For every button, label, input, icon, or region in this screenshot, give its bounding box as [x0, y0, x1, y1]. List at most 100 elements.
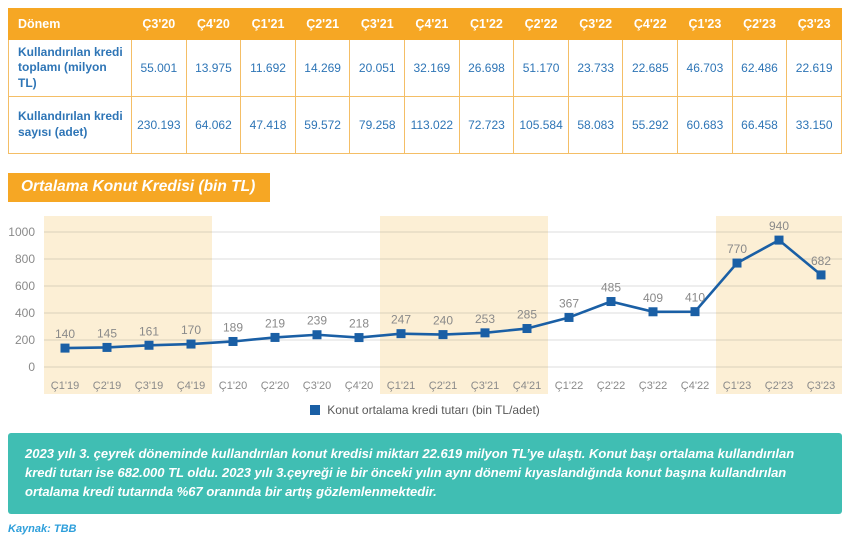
period-header-cell: Ç1'21	[240, 8, 296, 40]
value-cell: 32.169	[404, 39, 460, 97]
data-point-marker	[648, 307, 658, 317]
period-header-cell: Ç4'22	[622, 8, 679, 40]
value-cell: 23.733	[567, 39, 624, 97]
value-cell: 51.170	[513, 39, 569, 97]
data-point-marker	[480, 328, 490, 338]
data-point-marker	[522, 324, 532, 334]
value-cell: 33.150	[786, 96, 842, 154]
data-point-marker	[732, 258, 742, 268]
value-cell: 105.584	[513, 96, 569, 154]
period-header-cell: Ç2'23	[731, 8, 788, 40]
data-label: 409	[643, 291, 663, 305]
value-cell: 46.703	[677, 39, 733, 97]
credit-summary-table: Dönem Ç3'20 Ç4'20 Ç1'21 Ç2'21 Ç3'21 Ç4'21 Ç1'22…	[8, 8, 842, 154]
data-label: 219	[265, 316, 285, 330]
row-label-cell: Kullandırılan kredi sayısı (adet)	[8, 96, 132, 154]
data-label: 940	[769, 219, 789, 233]
x-axis-label: Ç3'20	[303, 380, 331, 392]
data-point-marker	[774, 235, 784, 245]
data-point-marker	[186, 339, 196, 349]
data-label: 285	[517, 308, 537, 322]
period-header-cell: Ç3'22	[567, 8, 624, 40]
x-axis-label: Ç4'19	[177, 380, 205, 392]
data-label: 240	[433, 314, 453, 328]
data-label: 682	[811, 254, 831, 268]
year-band	[380, 216, 548, 394]
period-header-cell: Ç2'22	[513, 8, 569, 40]
data-label: 367	[559, 296, 579, 310]
data-label: 770	[727, 242, 747, 256]
period-header-cell: Ç3'20	[131, 8, 187, 40]
data-label: 145	[97, 326, 117, 340]
x-axis-label: Ç3'21	[471, 380, 499, 392]
value-cell: 22.619	[786, 39, 842, 97]
data-label: 218	[349, 317, 369, 331]
x-axis-label: Ç3'22	[639, 380, 667, 392]
period-column-title: Dönem	[8, 8, 132, 40]
x-axis-label: Ç1'21	[387, 380, 415, 392]
y-axis-label: 0	[28, 360, 35, 374]
chart-legend: Konut ortalama kredi tutarı (bin TL/adet…	[8, 403, 842, 418]
x-axis-label: Ç3'23	[807, 380, 835, 392]
y-axis-label: 600	[15, 279, 35, 293]
x-axis-label: Ç2'19	[93, 380, 121, 392]
data-label: 485	[601, 281, 621, 295]
value-cell: 113.022	[404, 96, 460, 154]
value-cell: 60.683	[677, 96, 733, 154]
data-point-marker	[816, 270, 826, 280]
data-point-marker	[60, 343, 70, 353]
legend-marker-icon	[310, 405, 321, 415]
data-label: 410	[685, 291, 705, 305]
period-header-cell: Ç1'23	[677, 8, 733, 40]
period-header-cell: Ç3'21	[349, 8, 406, 40]
x-axis-label: Ç2'23	[765, 380, 793, 392]
period-header-cell: Ç2'21	[294, 8, 351, 40]
period-header-cell: Ç4'21	[404, 8, 460, 40]
data-point-marker	[102, 342, 112, 352]
x-axis-label: Ç1'22	[555, 380, 583, 392]
value-cell: 58.083	[567, 96, 624, 154]
data-point-marker	[396, 329, 406, 339]
x-axis-label: Ç4'20	[345, 380, 373, 392]
x-axis-label: Ç2'22	[597, 380, 625, 392]
value-cell: 230.193	[131, 96, 187, 154]
table-body: Kullandırılan kredi toplamı (milyon TL) 5…	[8, 39, 842, 154]
period-header-cell: Ç3'23	[786, 8, 842, 40]
x-axis-label: Ç4'21	[513, 380, 541, 392]
value-cell: 22.685	[622, 39, 679, 97]
x-axis-label: Ç1'23	[723, 380, 751, 392]
value-cell: 64.062	[185, 96, 242, 154]
year-band	[716, 216, 842, 394]
data-point-marker	[144, 340, 154, 350]
data-label: 253	[475, 312, 495, 326]
row-label-cell: Kullandırılan kredi toplamı (milyon TL)	[8, 39, 132, 97]
period-header-cell: Ç4'20	[185, 8, 242, 40]
data-point-marker	[438, 330, 448, 340]
y-axis-label: 400	[15, 306, 35, 320]
data-point-marker	[606, 297, 616, 307]
period-header-cell: Ç1'22	[458, 8, 515, 40]
source-note: Kaynak: TBB	[8, 522, 77, 535]
x-axis-label: Ç1'20	[219, 380, 247, 392]
x-axis-label: Ç1'19	[51, 380, 79, 392]
chart-title-badge: Ortalama Konut Kredisi (bin TL)	[8, 173, 271, 202]
table-row: Kullandırılan kredi toplamı (milyon TL) 5…	[8, 39, 842, 97]
data-label: 140	[55, 327, 75, 341]
year-band	[44, 216, 212, 394]
data-point-marker	[354, 333, 364, 343]
legend-label: Konut ortalama kredi tutarı (bin TL/adet…	[327, 403, 540, 417]
data-point-marker	[312, 330, 322, 340]
value-cell: 79.258	[349, 96, 406, 154]
data-label: 239	[307, 314, 327, 328]
x-axis-label: Ç4'22	[681, 380, 709, 392]
summary-text: 2023 yılı 3. çeyrek döneminde kullandırı…	[25, 446, 795, 500]
average-credit-line-chart: 140 145 161 170 189 219 239 218 247 240 253 285 367 4…	[8, 216, 842, 394]
y-axis-label: 200	[15, 333, 35, 347]
value-cell: 55.292	[622, 96, 679, 154]
value-cell: 72.723	[458, 96, 515, 154]
value-cell: 26.698	[458, 39, 515, 97]
data-point-marker	[564, 312, 574, 322]
data-label: 161	[139, 324, 159, 338]
data-label: 247	[391, 313, 411, 327]
